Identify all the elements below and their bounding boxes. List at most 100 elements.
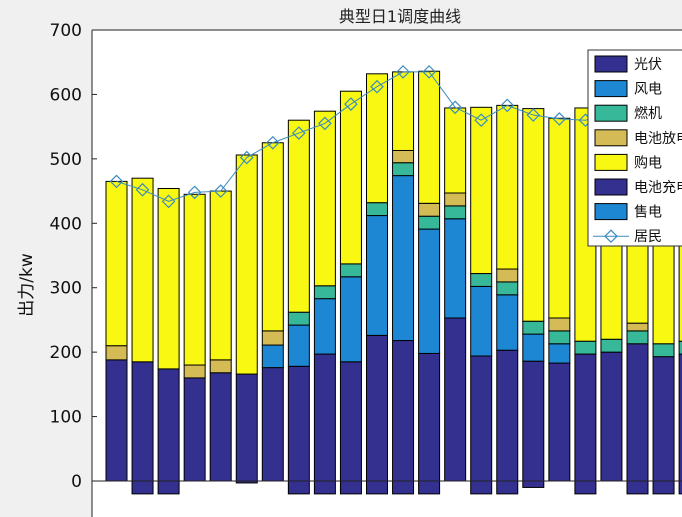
bar-3-购电 [157, 187, 180, 370]
bar-17-光伏 [522, 360, 545, 482]
marker-居民-11 [370, 79, 384, 94]
bar-8-燃机 [287, 311, 310, 326]
bar-22-光伏 [652, 356, 675, 482]
bar-9-购电 [313, 110, 336, 287]
bar-13-neg [418, 480, 441, 495]
marker-居民-18 [552, 112, 567, 126]
bar-5-电池放电 [209, 359, 232, 374]
marker-居民-10 [344, 97, 358, 111]
bar-21-燃机 [626, 330, 649, 345]
y-tick-label-700: 700 [50, 21, 82, 41]
bar-10-风电 [339, 276, 362, 363]
legend-label-风电: 风电 [634, 82, 662, 98]
bar-15-燃机 [470, 273, 493, 287]
bar-12-电池放电 [392, 149, 415, 164]
bar-10-光伏 [339, 361, 362, 482]
y-tick-label-100: 100 [50, 408, 82, 428]
bar-11-购电 [366, 73, 388, 204]
bar-3-光伏 [157, 368, 180, 482]
bar-4-电池放电 [183, 364, 206, 379]
bar-14-电池放电 [444, 192, 467, 207]
bar-12-购电 [392, 71, 415, 151]
bar-17-neg [522, 480, 545, 488]
bar-7-购电 [261, 142, 284, 332]
legend-swatch-售电 [594, 203, 628, 221]
bar-23-光伏 [678, 353, 682, 482]
bar-8-风电 [287, 324, 310, 367]
marker-居民-16 [500, 98, 515, 113]
bar-17-购电 [522, 108, 545, 322]
bar-18-燃机 [548, 330, 571, 345]
marker-居民-3 [161, 194, 176, 209]
bar-13-光伏 [418, 352, 441, 482]
y-tick-label-500: 500 [50, 150, 82, 170]
bar-17-燃机 [522, 320, 545, 335]
bar-11-光伏 [366, 334, 388, 482]
bar-11-neg [366, 480, 388, 495]
legend-swatch-光伏 [594, 55, 628, 73]
bar-7-风电 [261, 344, 284, 369]
bar-13-购电 [418, 70, 441, 204]
marker-居民-8 [292, 126, 306, 140]
y-tick-label-0: 0 [71, 472, 82, 492]
y-tick-label-200: 200 [50, 343, 82, 363]
bar-23-燃机 [678, 340, 682, 355]
legend-swatch-电池充电 [594, 178, 628, 196]
bar-15-neg [470, 480, 493, 495]
marker-居民-15 [474, 113, 489, 128]
bar-16-光伏 [496, 349, 519, 482]
bar-19-光伏 [574, 353, 597, 482]
bar-5-光伏 [209, 372, 232, 482]
y-axis-label: 出力/kw [17, 253, 37, 317]
bar-20-光伏 [600, 351, 623, 482]
bar-10-燃机 [339, 263, 362, 278]
bar-5-购电 [209, 190, 232, 361]
bar-12-光伏 [392, 340, 415, 482]
bar-14-购电 [444, 107, 467, 194]
legend: 光伏风电燃机电池放电购电电池充电售电居民 [587, 49, 682, 247]
legend-label-光伏: 光伏 [634, 57, 662, 73]
bar-9-光伏 [313, 353, 336, 482]
bar-20-燃机 [600, 338, 623, 353]
bar-16-neg [496, 480, 519, 495]
y-tick-label-600: 600 [50, 85, 82, 105]
bar-16-购电 [496, 104, 519, 270]
bar-10-购电 [339, 90, 362, 265]
bar-4-购电 [183, 193, 206, 366]
bar-19-燃机 [574, 340, 597, 355]
bar-13-风电 [418, 228, 441, 354]
bar-7-电池放电 [261, 330, 284, 346]
bar-1-购电 [105, 180, 128, 347]
marker-居民-12 [396, 65, 410, 79]
marker-居民-17 [526, 108, 541, 122]
bar-13-燃机 [418, 215, 441, 230]
legend-swatch-电池放电 [594, 129, 628, 147]
bar-8-购电 [287, 119, 310, 313]
marker-居民-7 [265, 135, 280, 150]
marker-居民-9 [318, 116, 332, 131]
bar-4-光伏 [183, 377, 206, 482]
legend-marker-居民 [604, 229, 618, 244]
bar-11-风电 [366, 215, 388, 336]
bar-18-电池放电 [548, 317, 571, 332]
bar-18-光伏 [548, 362, 571, 482]
marker-居民-5 [213, 184, 228, 198]
bar-18-购电 [548, 117, 571, 319]
bar-14-风电 [444, 218, 467, 319]
bar-6-购电 [235, 154, 258, 375]
bar-15-光伏 [470, 355, 493, 482]
bar-15-购电 [470, 106, 493, 275]
bar-8-neg [287, 480, 310, 495]
bar-13-电池放电 [418, 202, 441, 217]
bar-12-燃机 [392, 162, 415, 177]
marker-居民-13 [422, 65, 436, 79]
bar-10-neg [339, 480, 362, 495]
legend-label-售电: 售电 [634, 205, 662, 221]
bar-22-neg [652, 480, 675, 495]
bar-23-neg [678, 480, 682, 495]
bar-3-neg [157, 480, 180, 495]
bar-2-购电 [131, 177, 154, 363]
legend-label-电池放电: 电池放电 [634, 131, 682, 147]
legend-swatch-风电 [594, 80, 628, 98]
